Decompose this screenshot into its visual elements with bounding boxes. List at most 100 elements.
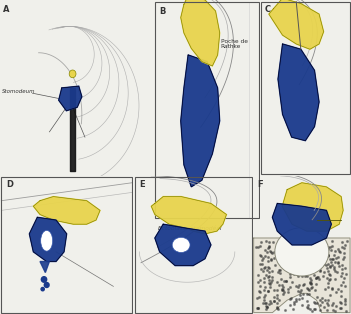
Point: [319, 263, 325, 268]
Polygon shape: [29, 217, 67, 262]
Point: [287, 258, 293, 263]
Point: [278, 270, 283, 275]
Point: [338, 300, 344, 305]
Point: [326, 254, 331, 259]
Point: [258, 239, 263, 244]
Point: [304, 254, 310, 259]
Point: [325, 261, 331, 266]
Point: [332, 277, 338, 282]
Point: [279, 252, 284, 257]
Point: [277, 298, 282, 303]
Text: A: A: [3, 5, 9, 14]
Point: [341, 251, 346, 256]
Point: [311, 299, 317, 304]
Point: [324, 308, 330, 313]
Point: [299, 296, 305, 301]
Point: [309, 259, 314, 264]
Point: [325, 280, 330, 285]
Point: [267, 249, 272, 254]
Point: [332, 249, 338, 254]
Point: [320, 274, 326, 279]
Point: [261, 300, 266, 305]
Point: [338, 273, 344, 278]
Point: [319, 242, 325, 247]
Point: [276, 258, 282, 263]
Point: [264, 305, 270, 310]
Point: [264, 238, 269, 243]
Point: [314, 249, 320, 254]
Point: [329, 257, 335, 262]
Point: [297, 253, 302, 258]
Point: [257, 289, 262, 294]
Point: [270, 251, 275, 256]
Point: [295, 289, 301, 294]
Point: [327, 244, 333, 249]
Point: [327, 264, 333, 269]
Point: [317, 307, 323, 312]
Point: [269, 268, 275, 273]
Point: [330, 300, 336, 305]
Point: [294, 240, 300, 245]
Point: [269, 274, 274, 279]
Point: [292, 271, 297, 276]
Point: [342, 301, 348, 306]
Point: [283, 238, 289, 243]
Text: E: E: [139, 180, 145, 189]
Point: [299, 303, 305, 308]
Point: [268, 300, 274, 305]
Point: [323, 255, 329, 260]
Point: [306, 267, 312, 272]
Point: [294, 267, 300, 272]
Point: [297, 293, 303, 298]
Point: [277, 250, 283, 255]
Point: [316, 276, 322, 281]
Point: [267, 282, 273, 287]
Point: [276, 267, 282, 272]
Point: [263, 272, 269, 277]
Point: [334, 270, 339, 275]
Point: [289, 280, 295, 285]
Point: [302, 261, 308, 266]
Point: [261, 266, 266, 271]
Ellipse shape: [172, 237, 190, 252]
Point: [287, 275, 293, 280]
Point: [310, 284, 315, 290]
Point: [332, 308, 337, 313]
Point: [330, 308, 335, 313]
Point: [305, 299, 310, 304]
Point: [316, 257, 322, 262]
Point: [342, 246, 347, 251]
Point: [274, 305, 280, 310]
Point: [267, 299, 273, 304]
Point: [266, 239, 272, 244]
Point: [291, 299, 297, 304]
Point: [309, 308, 314, 313]
Point: [340, 280, 346, 285]
Point: [296, 284, 301, 289]
Point: [277, 259, 283, 264]
Point: [302, 267, 307, 272]
Circle shape: [44, 283, 49, 288]
Point: [332, 259, 338, 264]
Point: [294, 257, 300, 262]
Point: [282, 278, 287, 283]
Point: [307, 306, 313, 311]
Point: [293, 245, 299, 250]
Point: [280, 248, 285, 253]
Point: [263, 304, 269, 309]
Point: [266, 273, 271, 279]
Point: [257, 261, 263, 266]
Point: [266, 270, 272, 275]
Point: [311, 246, 317, 251]
Point: [327, 292, 332, 297]
Point: [342, 243, 348, 248]
Point: [301, 254, 307, 259]
Polygon shape: [254, 238, 350, 313]
Point: [287, 240, 293, 245]
Point: [323, 263, 329, 268]
Point: [328, 248, 334, 253]
Point: [325, 268, 331, 273]
Point: [281, 285, 286, 290]
Point: [285, 286, 291, 291]
Point: [336, 246, 341, 251]
